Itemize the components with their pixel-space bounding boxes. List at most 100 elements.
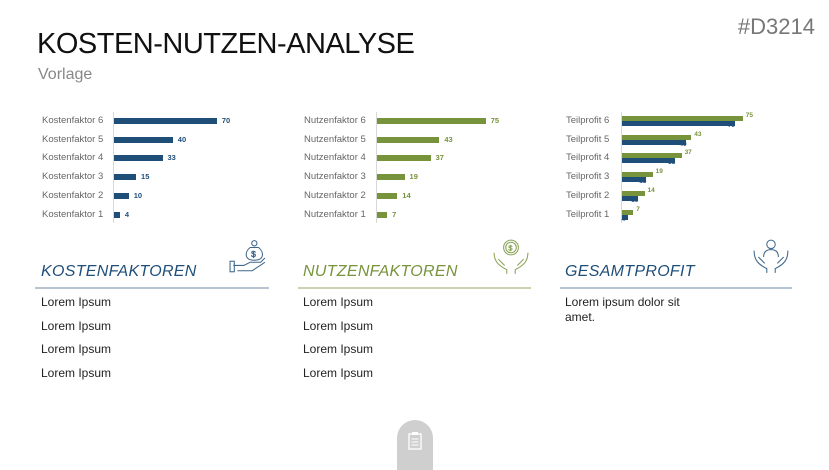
category-label: Kostenfaktor 2 xyxy=(42,189,104,201)
bar xyxy=(377,211,388,218)
data-label: 10 xyxy=(631,196,639,204)
data-label: 15 xyxy=(639,178,647,186)
data-label: 43 xyxy=(444,134,453,144)
person-hands-icon xyxy=(752,238,790,281)
category-label: Nutzenfaktor 4 xyxy=(304,152,366,164)
list-item: Lorem Ipsum xyxy=(303,342,374,357)
data-label: 7 xyxy=(636,205,640,213)
category-label: Nutzenfaktor 2 xyxy=(304,189,366,201)
category-label: Teilprofit 1 xyxy=(566,208,610,220)
list-item: Lorem Ipsum xyxy=(41,295,112,309)
page-subtitle: Vorlage xyxy=(38,66,93,83)
data-label: 33 xyxy=(167,153,176,163)
bar xyxy=(377,192,398,199)
data-label: 10 xyxy=(133,190,143,200)
list-item: Lorem Ipsum xyxy=(303,318,374,333)
chart-axis xyxy=(621,112,622,223)
svg-text:$: $ xyxy=(251,249,256,259)
category-label: Kostenfaktor 3 xyxy=(42,171,104,183)
category-label: Nutzenfaktor 6 xyxy=(304,115,366,126)
category-label: Nutzenfaktor 3 xyxy=(304,171,366,183)
category-label: Nutzenfaktor 5 xyxy=(304,133,366,145)
clipboard-icon xyxy=(408,432,422,450)
data-label: 37 xyxy=(684,149,692,157)
data-label: 19 xyxy=(655,168,663,176)
bar xyxy=(377,136,440,143)
clipboard-tab[interactable] xyxy=(397,420,433,470)
data-label: 15 xyxy=(141,172,150,182)
bar xyxy=(622,214,629,220)
list-item: Lorem Ipsum xyxy=(41,342,112,357)
svg-text:$: $ xyxy=(508,244,512,253)
category-label: Teilprofit 3 xyxy=(566,171,610,183)
category-label: Kostenfaktor 5 xyxy=(42,133,104,145)
section-items: Lorem Ipsum Lorem Ipsum Lorem Ipsum Lorem I… xyxy=(41,295,111,389)
data-label: 75 xyxy=(490,116,500,125)
bar xyxy=(622,158,676,164)
bar xyxy=(622,195,639,201)
bar xyxy=(622,116,743,121)
category-label: Kostenfaktor 1 xyxy=(42,208,104,220)
category-label: Kostenfaktor 6 xyxy=(42,115,104,126)
bar xyxy=(114,136,173,143)
data-label: 33 xyxy=(668,159,676,167)
list-item: Lorem Ipsum xyxy=(303,295,374,309)
data-label: 7 xyxy=(392,209,397,219)
bar xyxy=(377,174,405,181)
data-label: 37 xyxy=(435,153,444,163)
bar xyxy=(622,139,687,145)
data-label: 70 xyxy=(221,116,231,125)
bar xyxy=(377,118,486,124)
bar xyxy=(622,209,634,215)
section-items: Lorem ipsum dolor sit amet. xyxy=(565,295,680,324)
bar xyxy=(114,174,137,181)
data-label: 40 xyxy=(679,140,687,148)
chart-axis xyxy=(376,112,377,223)
category-label: Nutzenfaktor 1 xyxy=(304,208,366,220)
bar-chart-2: Nutzenfaktor 6 75 Nutzenfaktor 5 43 Nutzenfa… xyxy=(304,112,544,224)
list-item: Lorem ipsum dolor sit amet. xyxy=(565,295,680,324)
section-items: Lorem Ipsum Lorem Ipsum Lorem Ipsum Lorem I… xyxy=(303,295,373,389)
bar-chart-1: Kostenfaktor 6 70 Kostenfaktor 5 40 Kostenfa… xyxy=(42,112,282,224)
data-label: 75 xyxy=(745,112,753,119)
data-label: 4 xyxy=(124,209,130,219)
bar xyxy=(622,134,692,140)
section-divider xyxy=(298,287,531,289)
data-label: 43 xyxy=(694,130,702,138)
category-label: Teilprofit 4 xyxy=(566,152,610,164)
list-item: Lorem Ipsum xyxy=(303,365,374,380)
data-label: 40 xyxy=(177,134,187,144)
category-label: Teilprofit 5 xyxy=(566,133,610,145)
bar xyxy=(622,153,682,159)
bar xyxy=(114,211,120,218)
section-title: KOSTENFAKTOREN xyxy=(41,263,197,280)
slide-code: #D3214 xyxy=(737,14,815,39)
bar xyxy=(622,172,653,178)
data-label: 14 xyxy=(402,190,411,200)
section-divider xyxy=(560,287,792,289)
chart-axis xyxy=(113,112,114,223)
category-label: Kostenfaktor 4 xyxy=(42,152,104,164)
list-item: Lorem Ipsum xyxy=(41,318,112,333)
data-label: 4 xyxy=(621,215,626,223)
money-bag-hand-icon: $ xyxy=(229,238,267,281)
bar xyxy=(377,155,431,162)
section-title: GESAMTPROFIT xyxy=(565,263,695,280)
data-label: 19 xyxy=(409,172,418,182)
coin-hands-icon: $ xyxy=(492,238,530,281)
data-label: 70 xyxy=(727,122,735,129)
bar-chart-3: Teilprofit 6 75 70 Teilprofit 5 43 40 Teilprof… xyxy=(566,112,806,224)
list-item: Lorem Ipsum xyxy=(41,365,112,380)
bar xyxy=(114,192,129,199)
bar xyxy=(622,190,645,196)
bar xyxy=(114,118,217,124)
category-label: Teilprofit 6 xyxy=(566,115,610,126)
bar xyxy=(622,121,735,126)
category-label: Teilprofit 2 xyxy=(566,189,610,201)
page-title: KOSTEN-NUTZEN-ANALYSE xyxy=(37,28,415,60)
section-title: NUTZENFAKTOREN xyxy=(303,263,458,280)
bar xyxy=(622,177,647,183)
data-label: 14 xyxy=(647,186,655,194)
bar xyxy=(114,155,163,162)
section-divider xyxy=(35,287,269,289)
